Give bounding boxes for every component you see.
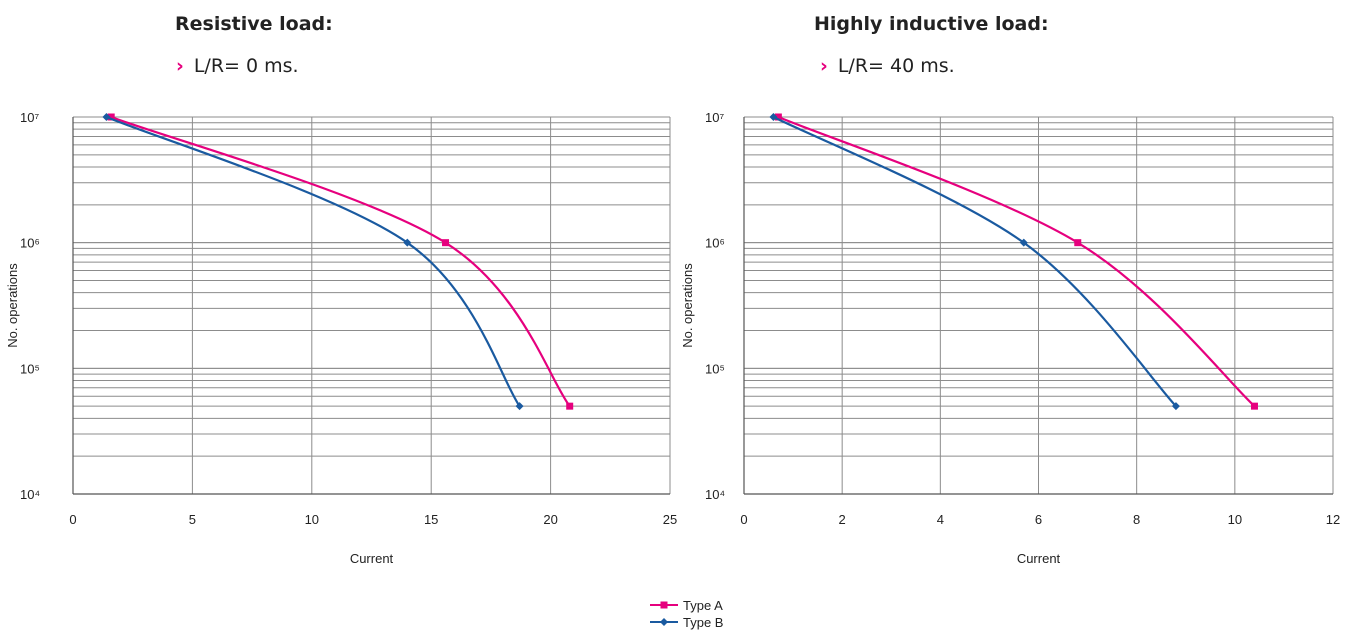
y-axis-label: No. operations <box>5 263 20 348</box>
chart-2: 0 2 4 6 8 10 12 10⁴ 10⁵ 10⁶ 10⁷ Current No. operatio… <box>680 110 1340 566</box>
right-panel-subtitle: › L/R= 40 ms. <box>820 55 955 77</box>
y-tick-label: 10⁷ <box>705 110 724 125</box>
data-point-type-b <box>1019 238 1028 247</box>
data-point-type-a <box>774 113 782 121</box>
data-point-type-b <box>403 238 412 247</box>
legend: Type A Type B <box>650 598 723 630</box>
chart-1: 0 5 10 15 20 25 10⁴ 10⁵ 10⁶ 10⁷ Current No. operati… <box>5 110 677 566</box>
y-tick-label: 10⁶ <box>705 236 725 251</box>
x-tick-label: 10 <box>305 512 319 527</box>
left-panel-subtitle: › L/R= 0 ms. <box>176 55 299 77</box>
x-tick-label: 4 <box>937 512 944 527</box>
x-tick-label: 8 <box>1133 512 1140 527</box>
legend-label-type-b: Type B <box>683 615 723 630</box>
data-point-type-a <box>1250 402 1258 410</box>
data-point-type-a <box>566 402 574 410</box>
x-tick-label: 15 <box>424 512 438 527</box>
right-panel-title: Highly inductive load: <box>814 13 1049 35</box>
x-tick-label: 0 <box>740 512 747 527</box>
series-line-type-b <box>772 116 1177 407</box>
chevron-right-icon: › <box>176 55 184 77</box>
y-tick-label: 10⁴ <box>705 487 725 502</box>
x-tick-label: 2 <box>839 512 846 527</box>
data-point-type-a <box>107 113 115 121</box>
x-tick-label: 20 <box>543 512 557 527</box>
x-tick-label: 6 <box>1035 512 1042 527</box>
data-point-type-a <box>442 239 450 247</box>
x-tick-label: 25 <box>663 512 677 527</box>
series-line-type-b <box>106 115 521 407</box>
y-tick-label: 10⁷ <box>20 110 39 125</box>
x-tick-label: 10 <box>1228 512 1242 527</box>
legend-label-type-a: Type A <box>683 598 723 613</box>
y-axis-label: No. operations <box>680 263 695 348</box>
y-tick-label: 10⁵ <box>20 361 40 376</box>
x-axis-label: Current <box>350 551 394 566</box>
right-subtitle-text: L/R= 40 ms. <box>837 55 955 77</box>
y-tick-label: 10⁶ <box>20 236 40 251</box>
left-subtitle-text: L/R= 0 ms. <box>193 55 299 77</box>
data-point-type-b <box>1171 402 1180 411</box>
left-panel-title: Resistive load: <box>175 13 333 35</box>
x-tick-label: 0 <box>69 512 76 527</box>
data-point-type-b <box>515 402 524 411</box>
legend-marker-type-b <box>660 618 668 626</box>
data-point-type-a <box>1074 239 1082 247</box>
x-tick-label: 5 <box>189 512 196 527</box>
data-point-type-b <box>769 113 778 121</box>
series-line-type-a <box>777 115 1256 407</box>
x-tick-label: 12 <box>1326 512 1340 527</box>
chevron-right-icon: › <box>820 55 828 77</box>
y-tick-label: 10⁴ <box>20 487 40 502</box>
series-line-type-a <box>110 115 571 407</box>
legend-marker-type-a <box>660 601 668 609</box>
x-axis-label: Current <box>1017 551 1061 566</box>
y-tick-label: 10⁵ <box>705 361 725 376</box>
data-point-type-b <box>102 113 111 121</box>
